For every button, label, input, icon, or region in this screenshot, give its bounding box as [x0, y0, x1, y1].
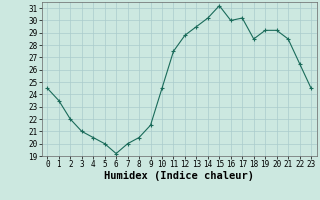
X-axis label: Humidex (Indice chaleur): Humidex (Indice chaleur): [104, 171, 254, 181]
